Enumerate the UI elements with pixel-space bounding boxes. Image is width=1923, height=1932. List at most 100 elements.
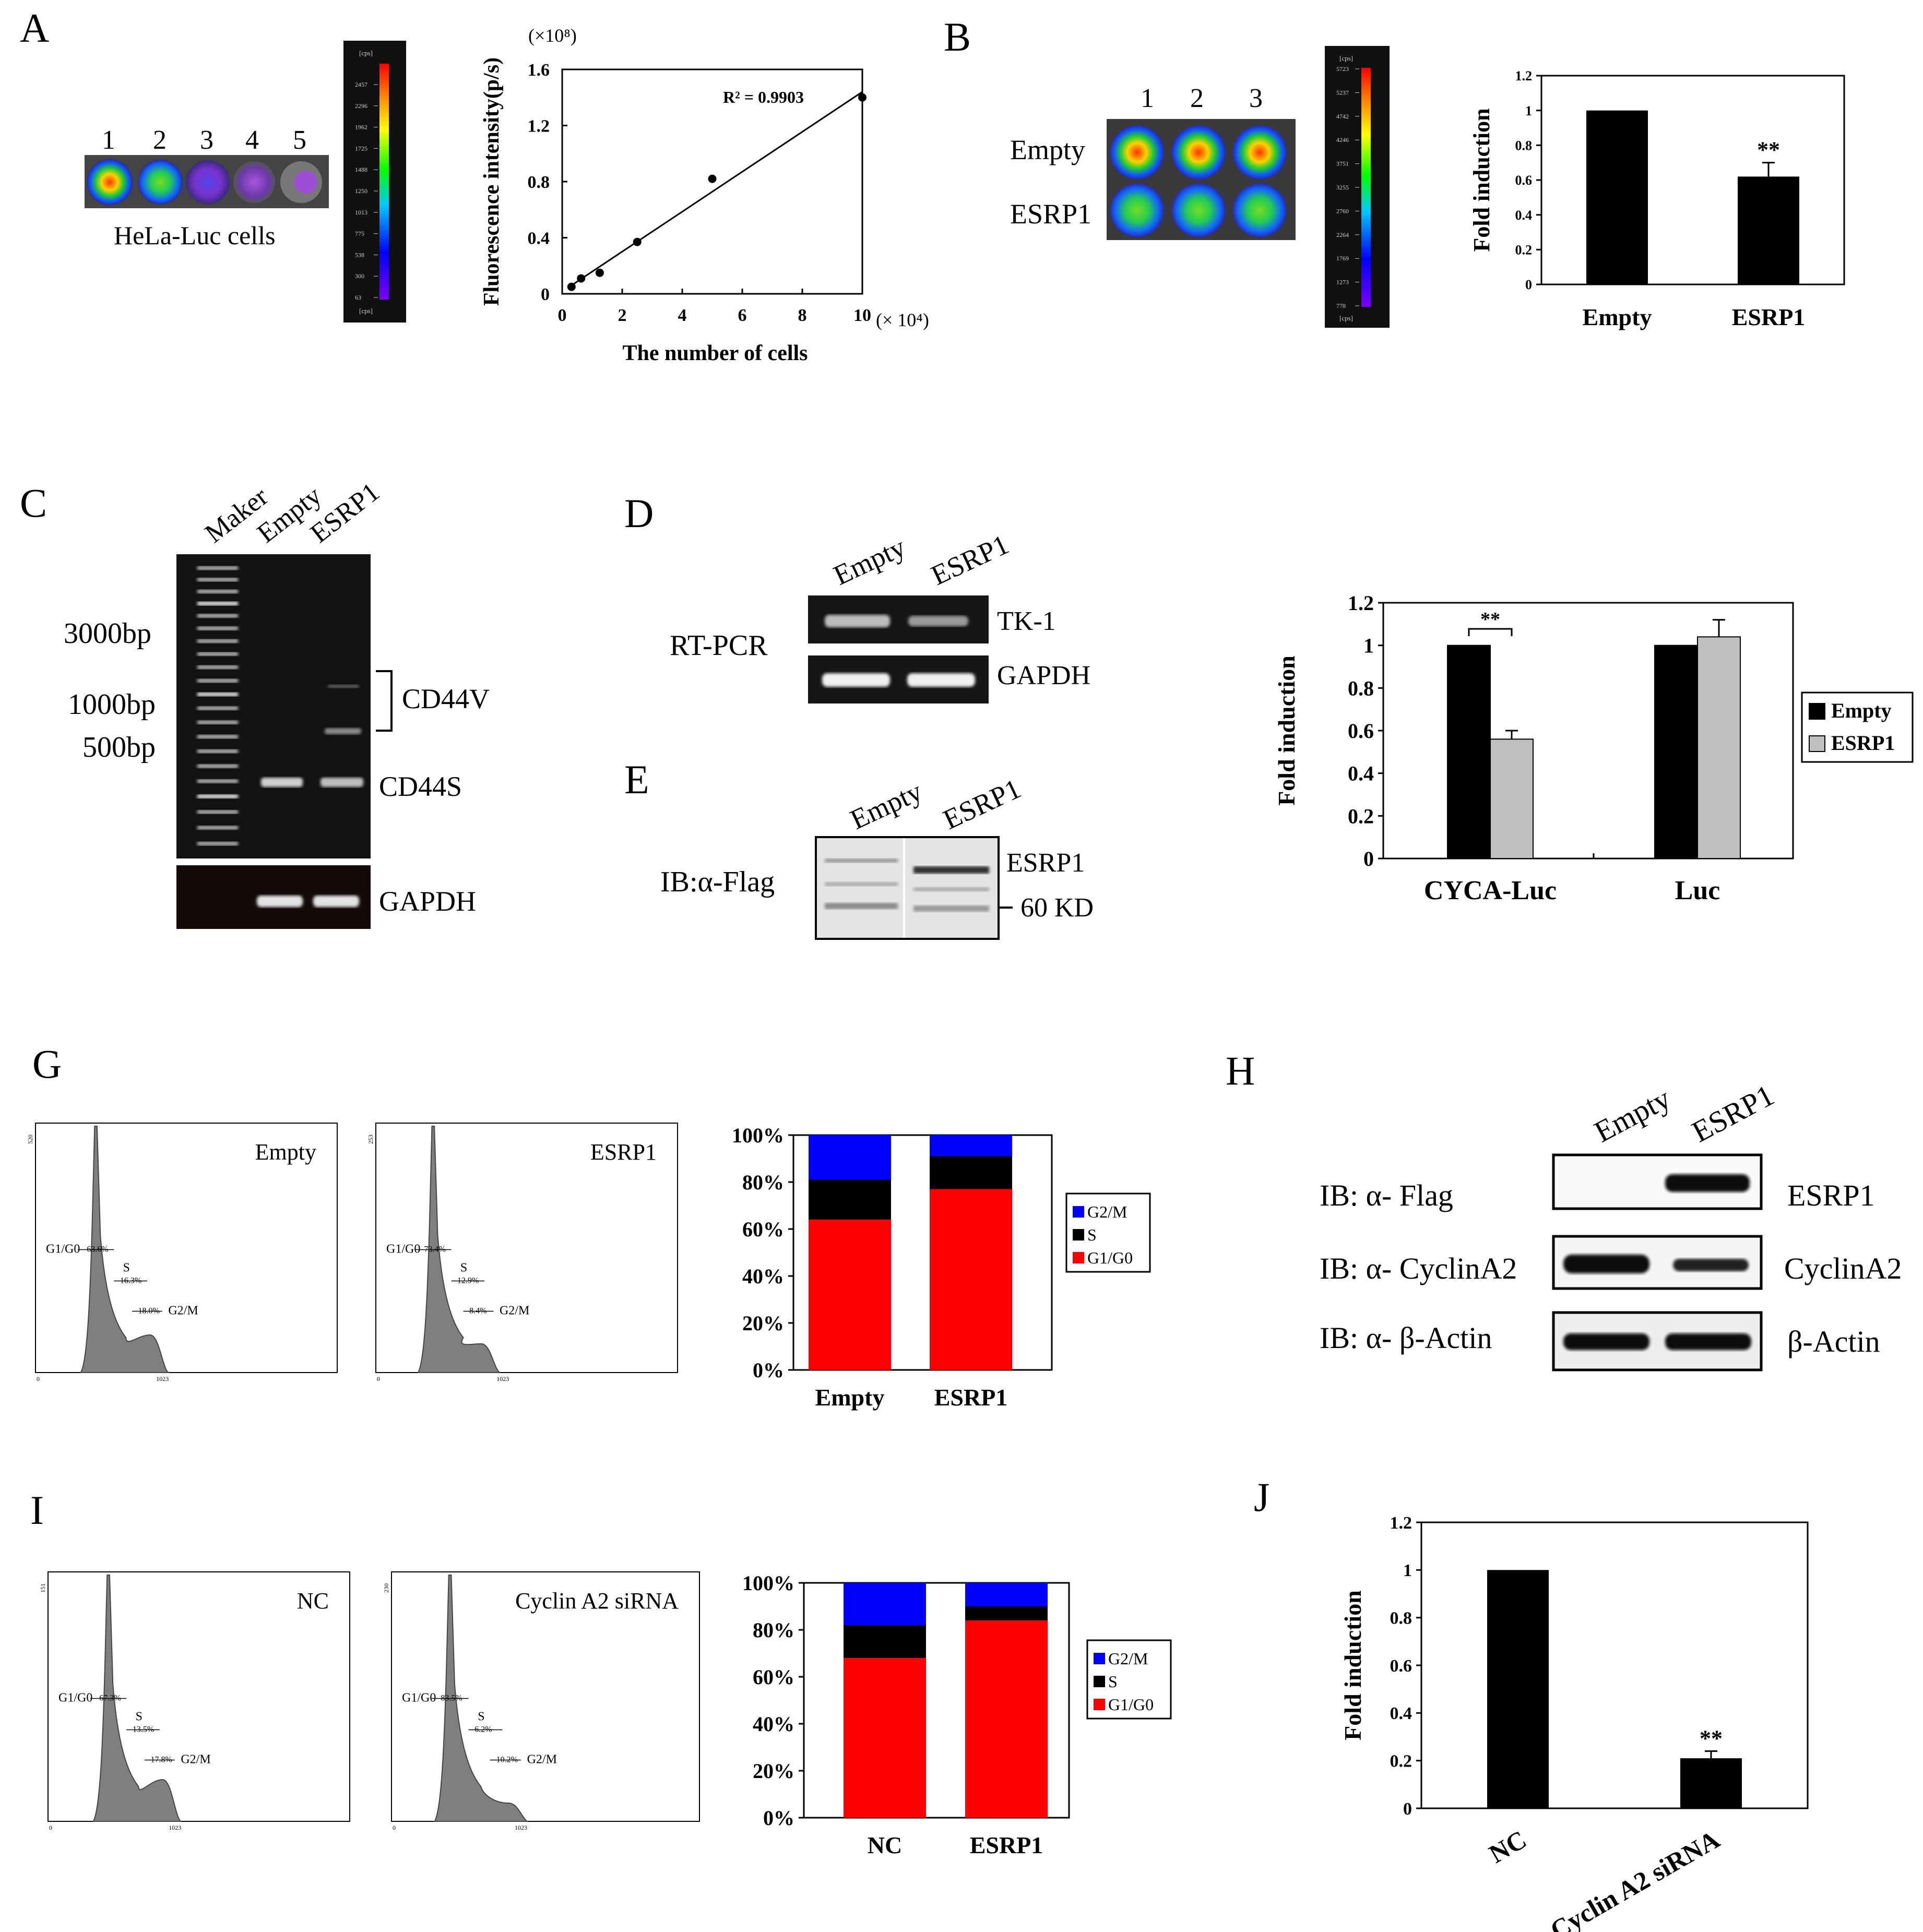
panel-letter-c: C	[20, 480, 47, 526]
c-band-cd44v: CD44V	[402, 683, 490, 714]
ladder-band	[197, 693, 238, 696]
x-category-label: Cyclin A2 siRNA	[1545, 1824, 1724, 1932]
e-lane-esrp1: ESRP1	[939, 773, 1026, 836]
x-tick-label: 2	[618, 306, 627, 325]
gate-pct-g1: 73.4%	[424, 1245, 445, 1254]
y-tick-label: 0.6	[1390, 1656, 1412, 1676]
a-colorbar-footer: [cps]	[359, 307, 373, 315]
ladder-band	[197, 706, 238, 710]
plot-frame	[792, 1134, 1053, 1371]
x-min-label: 0	[49, 1824, 52, 1831]
e-antibody: IB:α-Flag	[660, 866, 775, 898]
ladder-band	[197, 601, 238, 605]
panel-g: G 520 0 1023 Empty G1/G0 63.6% S 16.3% 18.0% G2/M…	[27, 1041, 1151, 1411]
colorbar-tick-label: 778	[1336, 302, 1346, 309]
ladder-band	[197, 779, 238, 783]
y-tick-label: 40%	[753, 1712, 794, 1736]
y-multiplier: (×10⁸)	[528, 25, 577, 46]
y-tick-label: 80%	[742, 1171, 784, 1194]
y-tick-label: 40%	[742, 1265, 784, 1288]
gate-pct-g1: 63.6%	[87, 1245, 108, 1254]
g-stacked-chart: 0% 20% 40% 60% 80% 100% Empty ESRP1 G2/M S G1/G0	[732, 1124, 1151, 1411]
legend-swatch	[1809, 703, 1825, 720]
histogram-title: Empty	[255, 1139, 316, 1165]
ladder-band	[197, 639, 238, 643]
gate-label-g1: G1/G0	[402, 1691, 436, 1705]
h-antibody-flag: IB: α- Flag	[1320, 1178, 1453, 1212]
ladder-band	[197, 652, 238, 656]
gate-pct-s: 13.5%	[133, 1725, 154, 1734]
ladder-band	[197, 810, 238, 814]
bar	[1680, 1758, 1742, 1808]
b-well-numbers: 1 2 3	[1141, 84, 1263, 113]
ladder-band	[197, 626, 238, 630]
y-tick-label: 1.6	[528, 61, 550, 80]
y-tick-label: 0.2	[1348, 804, 1374, 828]
colorbar-tick-label: 2296	[355, 102, 367, 110]
bar	[1654, 645, 1698, 859]
x-max-label: 1023	[156, 1375, 169, 1382]
colorbar-tick-label: 3751	[1336, 160, 1349, 168]
panel-letter-j: J	[1254, 1474, 1269, 1520]
colorbar-tick-label: 300	[355, 272, 364, 280]
legend-swatch	[1073, 1229, 1084, 1241]
a-well-number: 1	[102, 125, 115, 155]
panel-h: H Empty ESRP1 IB: α- Flag IB: α- CyclinA…	[1226, 1048, 1902, 1372]
bar	[1487, 1570, 1549, 1808]
x-min-label: 0	[37, 1375, 40, 1382]
stacked-segment	[965, 1583, 1048, 1606]
ladder-band	[197, 720, 238, 724]
y-tick-label: 0.4	[1515, 208, 1533, 223]
y-tick-label: 60%	[742, 1218, 784, 1241]
gate-pct-g2: 8.4%	[469, 1307, 486, 1316]
stacked-segment	[844, 1625, 926, 1658]
e-lane-empty: Empty	[846, 776, 927, 836]
ladder-band	[197, 735, 238, 739]
bar	[1490, 738, 1534, 860]
y-tick-label: 0%	[753, 1358, 784, 1382]
colorbar-tick-label: 3255	[1336, 184, 1349, 191]
b-colorbar-ticks: 5723 5237 4742 4246 3751 3255 2760 2264 1769 1273…	[1336, 65, 1359, 309]
panel-a: A 1 2 3 4 5 HeLa-Luc cells [cps] [cps] 2…	[20, 5, 929, 365]
b-row-label-empty: Empty	[1010, 134, 1085, 165]
y-tick-label: 0.2	[1515, 242, 1533, 257]
legend-label: G2/M	[1087, 1202, 1127, 1221]
i-histogram-siRNA: 230 0 1023 Cyclin A2 siRNA G1/G0 83.5% S6.2% 10…	[383, 1571, 700, 1831]
y-axis-label: Fluorescence intensity(p/s)	[480, 57, 504, 306]
y-tick-label: 0.8	[1515, 138, 1533, 153]
y-tick-label: 1.2	[1348, 591, 1374, 615]
x-category-label: Empty	[1583, 304, 1652, 330]
data-point	[567, 282, 576, 291]
gate-label-g1: G1/G0	[58, 1691, 92, 1705]
h-antibody-actin: IB: α- β-Actin	[1320, 1321, 1492, 1355]
gate-pct-g2: 18.0%	[138, 1307, 160, 1316]
gate-label-g2: G2/M	[500, 1304, 529, 1318]
legend-label: S	[1108, 1672, 1118, 1691]
ladder-band	[197, 578, 238, 582]
y-tick-label: 0.4	[528, 229, 550, 248]
a-scatter-chart: 0 0.4 0.8 1.2 1.6 0 2 4 6 8 10 R² = 0.9903 (×10⁸) (× …	[480, 25, 929, 365]
data-point	[577, 274, 586, 283]
c-ladder-bands	[197, 566, 238, 845]
x-category-label: ESRP1	[934, 1384, 1008, 1411]
ladder-band	[197, 665, 238, 670]
ladder-band	[197, 764, 238, 768]
panel-c: C Maker Empty ESRP1 3000bp 1000bp 500bp …	[20, 477, 490, 929]
x-category-label: Empty	[815, 1384, 885, 1411]
x-tick-label: 10	[853, 306, 871, 325]
x-category-label: NC	[868, 1832, 902, 1858]
colorbar-tick-label: 1962	[355, 124, 367, 131]
y-tick-label: 1.2	[528, 117, 550, 136]
colorbar-tick-label: 5237	[1336, 89, 1349, 96]
gate-pct-g2: 10.2%	[496, 1756, 518, 1764]
y-tick-label: 1	[1363, 634, 1374, 658]
x-min-label: 0	[377, 1375, 380, 1382]
y-axis-label: Fold induction	[1339, 1590, 1366, 1740]
d-method: RT-PCR	[670, 629, 768, 662]
y-tick-label: 100%	[742, 1571, 794, 1595]
panel-letter-a: A	[20, 5, 49, 51]
b-bar-chart: 0 0.2 0.4 0.6 0.8 1 1.2 Empty ** ESRP1 Fold induct…	[1469, 68, 1845, 330]
d-lane-esrp1: ESRP1	[927, 529, 1014, 591]
y-tick-label: 1.2	[1515, 68, 1533, 84]
